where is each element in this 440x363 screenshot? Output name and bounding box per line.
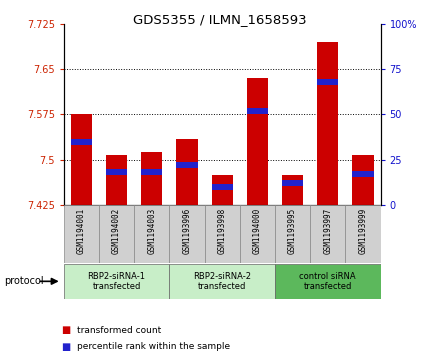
Text: GSM1194003: GSM1194003 <box>147 207 156 254</box>
Bar <box>275 205 310 263</box>
Bar <box>247 108 268 114</box>
Bar <box>247 78 268 205</box>
Bar <box>352 171 374 177</box>
Text: GSM1193996: GSM1193996 <box>183 207 191 254</box>
Bar <box>106 170 127 175</box>
Text: ■: ■ <box>62 342 71 352</box>
Text: percentile rank within the sample: percentile rank within the sample <box>77 342 230 351</box>
Bar <box>169 205 205 263</box>
Text: ■: ■ <box>62 325 71 335</box>
Bar <box>317 42 338 205</box>
Bar <box>176 162 198 168</box>
Bar <box>169 264 275 299</box>
Text: control siRNA
transfected: control siRNA transfected <box>300 272 356 291</box>
Text: GSM1193999: GSM1193999 <box>359 207 367 254</box>
Bar <box>141 170 162 175</box>
Text: GSM1194002: GSM1194002 <box>112 207 121 254</box>
Text: GDS5355 / ILMN_1658593: GDS5355 / ILMN_1658593 <box>133 13 307 26</box>
Text: transformed count: transformed count <box>77 326 161 335</box>
Bar <box>352 155 374 205</box>
Bar <box>345 205 381 263</box>
Bar <box>212 175 233 205</box>
Bar <box>282 175 303 205</box>
Bar <box>71 139 92 144</box>
Bar <box>205 205 240 263</box>
Text: RBP2-siRNA-1
transfected: RBP2-siRNA-1 transfected <box>88 272 146 291</box>
Bar <box>310 205 345 263</box>
Text: GSM1193995: GSM1193995 <box>288 207 297 254</box>
Bar <box>212 184 233 190</box>
Text: protocol: protocol <box>4 276 44 286</box>
Bar <box>275 264 381 299</box>
Bar <box>64 264 169 299</box>
Bar <box>282 180 303 186</box>
Bar <box>176 139 198 205</box>
Bar <box>106 155 127 205</box>
Text: GSM1194000: GSM1194000 <box>253 207 262 254</box>
Bar <box>317 79 338 85</box>
Text: GSM1193998: GSM1193998 <box>218 207 227 254</box>
Bar <box>71 114 92 205</box>
Text: RBP2-siRNA-2
transfected: RBP2-siRNA-2 transfected <box>193 272 251 291</box>
Bar <box>141 152 162 205</box>
Bar <box>134 205 169 263</box>
Text: GSM1193997: GSM1193997 <box>323 207 332 254</box>
Bar <box>240 205 275 263</box>
Bar <box>99 205 134 263</box>
Text: GSM1194001: GSM1194001 <box>77 207 86 254</box>
Bar <box>64 205 99 263</box>
